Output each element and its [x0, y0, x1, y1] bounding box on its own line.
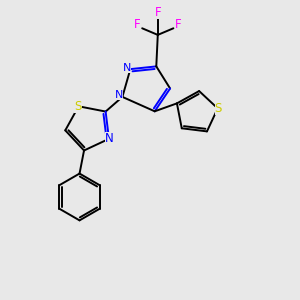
Text: N: N: [105, 132, 114, 145]
Text: F: F: [154, 7, 161, 20]
Text: N: N: [115, 90, 123, 100]
Text: S: S: [74, 100, 82, 113]
Text: S: S: [214, 102, 222, 115]
Text: N: N: [123, 63, 131, 73]
Text: F: F: [175, 18, 181, 31]
Text: F: F: [134, 18, 141, 31]
